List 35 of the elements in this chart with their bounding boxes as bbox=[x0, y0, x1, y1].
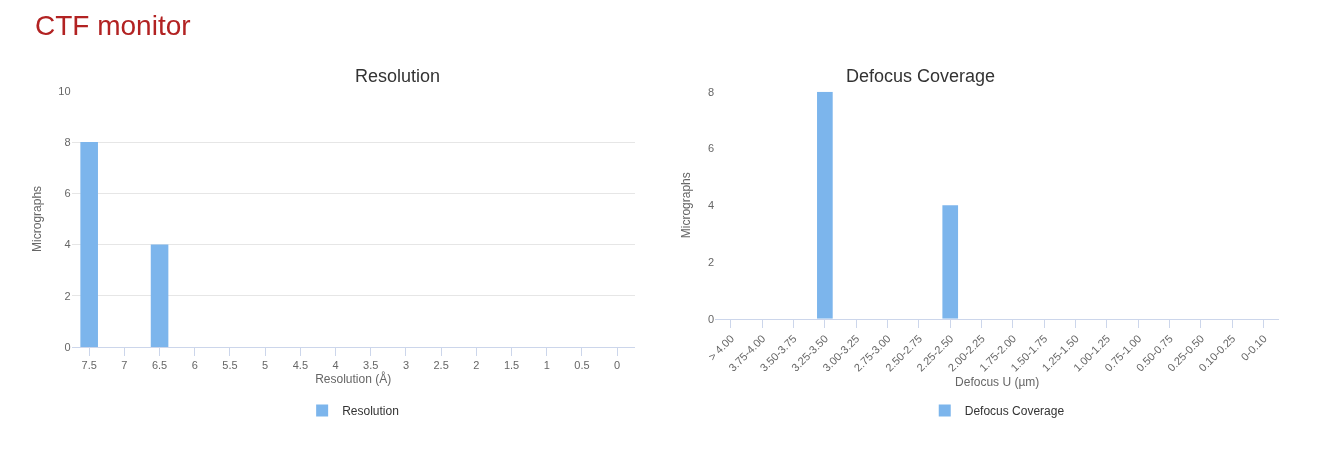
x-tick-label: 3 bbox=[402, 359, 409, 372]
y-axis-title: Micrographs bbox=[29, 185, 44, 252]
y-tick-label: 8 bbox=[708, 85, 715, 98]
x-axis-title: Resolution (Å) bbox=[315, 371, 392, 387]
y-tick-label: 2 bbox=[708, 255, 715, 268]
x-tick-label: 3.5 bbox=[363, 359, 379, 372]
y-tick-label: 0 bbox=[708, 312, 715, 325]
x-tick-label: 5.5 bbox=[222, 359, 238, 372]
x-tick-label: 4.5 bbox=[292, 359, 308, 372]
x-tick-label: 4 bbox=[332, 359, 339, 372]
y-tick-label: 2 bbox=[64, 289, 71, 302]
x-tick-label: 0 bbox=[614, 359, 621, 372]
y-tick-label: 8 bbox=[64, 135, 71, 148]
y-tick-label: 4 bbox=[708, 199, 715, 212]
x-tick-label: 1 bbox=[543, 359, 550, 372]
y-tick-label: 6 bbox=[64, 187, 71, 200]
legend-label: Defocus Coverage bbox=[964, 404, 1065, 419]
y-axis-title: Micrographs bbox=[679, 172, 694, 239]
x-tick-label: 1.5 bbox=[503, 359, 520, 372]
x-tick-label: 6 bbox=[191, 359, 198, 372]
y-tick-label: 10 bbox=[58, 84, 71, 97]
chart-title: Defocus Coverage bbox=[846, 66, 996, 86]
legend-label: Resolution bbox=[342, 404, 399, 419]
y-tick-label: 6 bbox=[708, 142, 715, 155]
y-tick-label: 4 bbox=[64, 238, 71, 251]
x-tick-label: 2.5 bbox=[433, 359, 449, 372]
text: CTF monitor bbox=[35, 10, 191, 41]
x-tick-label: 2 bbox=[473, 359, 480, 372]
x-axis-title: Defocus U (µm) bbox=[955, 374, 1040, 389]
x-tick-label: 5 bbox=[262, 359, 269, 372]
x-tick-label: 7 bbox=[121, 359, 128, 372]
x-tick-label: 0.5 bbox=[574, 359, 590, 372]
chart-title: Resolution bbox=[355, 66, 441, 86]
x-tick-label: 6.5 bbox=[151, 359, 168, 372]
x-tick-label: 7.5 bbox=[81, 359, 97, 372]
